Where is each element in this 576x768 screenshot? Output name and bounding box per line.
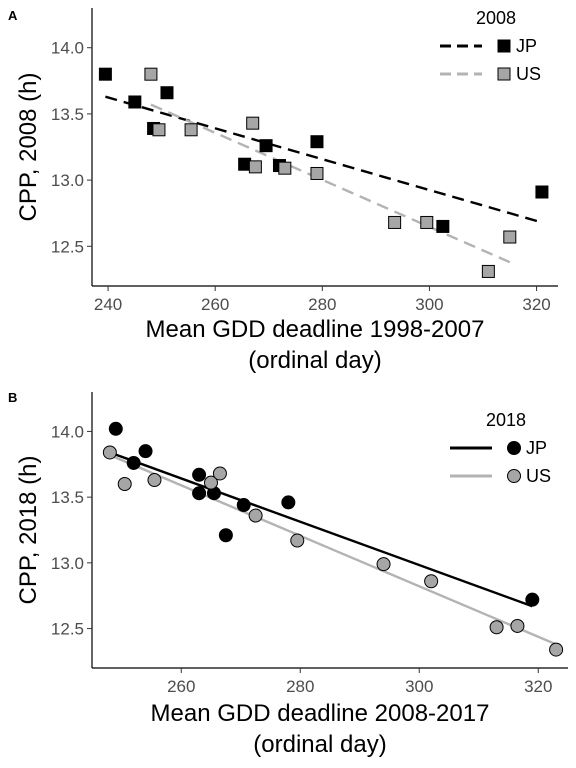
- x-tick-label: 240: [94, 295, 122, 314]
- x-axis-subtitle: (ordinal day): [253, 731, 386, 758]
- data-point-jp: [236, 498, 251, 513]
- fit-line-us: [150, 103, 511, 264]
- legend-marker-us: [507, 469, 521, 483]
- data-point-us: [388, 215, 402, 229]
- y-tick-label: 12.5: [51, 237, 84, 256]
- data-point-jp: [128, 95, 142, 109]
- y-tick-label: 14.0: [51, 39, 84, 58]
- y-tick-label: 13.5: [51, 488, 84, 507]
- data-point-us: [248, 160, 262, 174]
- legend-title: 2008: [476, 8, 516, 28]
- data-point-us: [102, 445, 117, 460]
- data-point-us: [248, 508, 263, 523]
- data-point-us: [376, 557, 391, 572]
- chart-panel-a: A 12.5 13.0 13.5 14.0 240 260 280 300 320 Mean GDD…: [8, 8, 558, 374]
- data-point-jp: [192, 486, 207, 501]
- data-point-us: [310, 166, 324, 180]
- x-tick-label: 280: [286, 677, 314, 696]
- y-tick-label: 13.5: [51, 105, 84, 124]
- x-axis-title: Mean GDD deadline 2008-2017: [151, 700, 490, 727]
- data-point-us: [117, 477, 132, 491]
- data-point-us: [152, 123, 166, 137]
- data-point-us: [147, 473, 162, 488]
- legend-label-us: US: [526, 466, 551, 486]
- data-point-jp: [138, 444, 153, 459]
- data-point-us: [424, 574, 439, 589]
- data-point-jp: [126, 455, 141, 470]
- data-point-us: [420, 215, 434, 229]
- panel-letter: A: [8, 8, 18, 23]
- data-point-us: [278, 161, 292, 175]
- data-point-us: [204, 475, 218, 490]
- fit-line-jp: [109, 451, 533, 608]
- data-point-jp: [160, 86, 174, 100]
- x-tick-label: 280: [308, 295, 336, 314]
- data-point-us: [184, 123, 198, 137]
- data-point-us: [503, 230, 517, 244]
- panel-letter: B: [8, 390, 17, 405]
- x-tick-label: 300: [405, 677, 433, 696]
- data-point-jp: [436, 219, 450, 233]
- y-axis-title: CPP, 2018 (h): [15, 456, 42, 605]
- legend-label-jp: JP: [516, 36, 537, 56]
- x-tick-label: 320: [524, 677, 552, 696]
- chart-panel-b: B 12.5 13.0 13.5 14.0 260 280 300 320 Mean GDD de…: [8, 390, 568, 758]
- fit-line-jp: [105, 95, 543, 224]
- data-point-us: [510, 618, 525, 633]
- x-tick-label: 300: [415, 295, 443, 314]
- data-point-jp: [535, 185, 549, 199]
- x-tick-label: 320: [522, 295, 550, 314]
- x-tick-label: 260: [201, 295, 229, 314]
- legend-marker-jp: [507, 441, 521, 455]
- legend-marker-us: [497, 67, 511, 81]
- y-tick-label: 13.0: [51, 171, 84, 190]
- data-point-jp: [281, 495, 296, 510]
- data-point-jp: [192, 467, 207, 482]
- data-point-jp: [98, 67, 112, 81]
- legend-title: 2018: [486, 410, 526, 430]
- data-point-jp: [310, 135, 324, 149]
- data-point-jp: [108, 421, 123, 436]
- data-point-jp: [259, 139, 273, 153]
- fit-line-us: [109, 453, 557, 646]
- legend-label-jp: JP: [526, 438, 547, 458]
- data-point-jp: [218, 528, 233, 543]
- y-tick-label: 14.0: [51, 422, 84, 441]
- data-point-us: [246, 116, 260, 130]
- legend-label-us: US: [516, 64, 541, 84]
- x-tick-label: 260: [167, 677, 195, 696]
- y-axis-title: CPP, 2008 (h): [15, 73, 42, 222]
- data-point-us: [481, 264, 495, 278]
- data-point-jp: [238, 157, 252, 171]
- data-point-us: [212, 466, 227, 481]
- x-axis-title: Mean GDD deadline 1998-2007: [146, 316, 485, 343]
- data-point-us: [549, 642, 564, 657]
- y-tick-label: 12.5: [51, 620, 84, 639]
- y-tick-label: 13.0: [51, 554, 84, 573]
- x-axis-subtitle: (ordinal day): [248, 347, 381, 374]
- data-point-us: [489, 620, 504, 635]
- data-point-jp: [525, 592, 540, 607]
- data-point-us: [290, 533, 305, 548]
- legend-marker-jp: [497, 39, 511, 53]
- data-point-us: [144, 67, 158, 81]
